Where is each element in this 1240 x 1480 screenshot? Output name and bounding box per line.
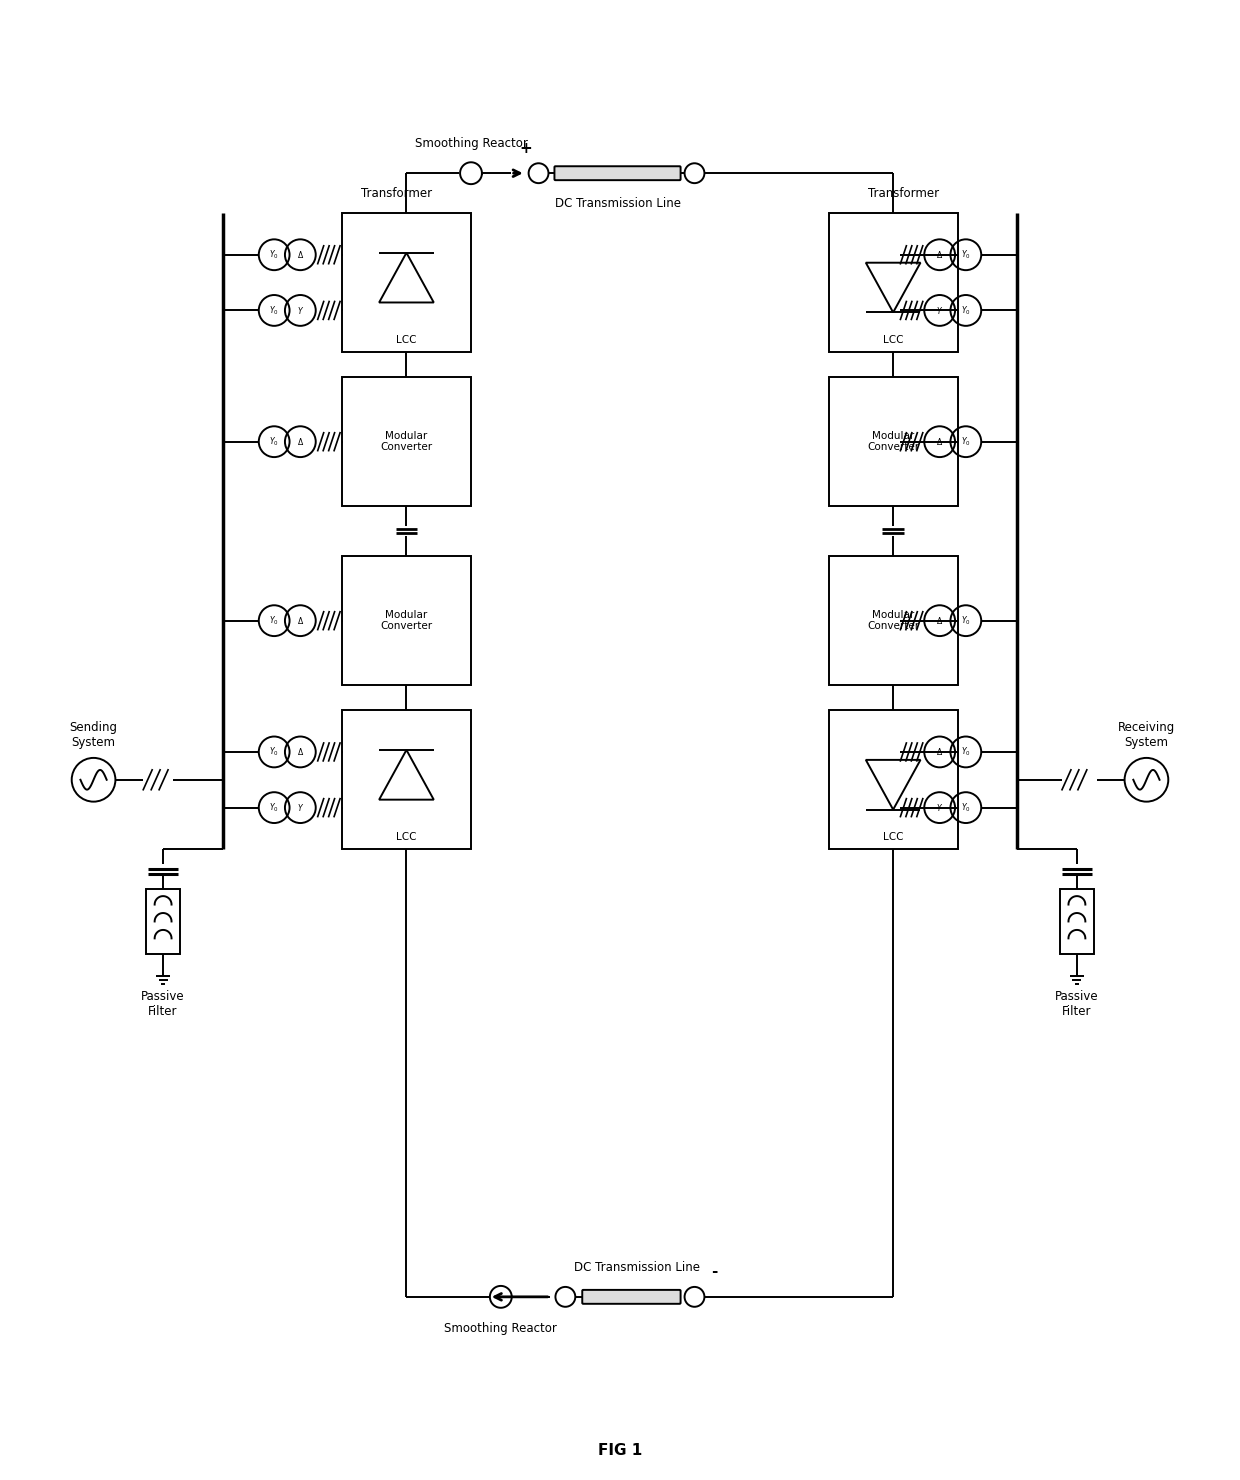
Text: Smoothing Reactor: Smoothing Reactor [414,136,527,149]
Text: Modular
Converter: Modular Converter [867,431,919,453]
FancyBboxPatch shape [554,166,681,181]
Text: Modular
Converter: Modular Converter [381,610,433,632]
Text: -: - [712,1264,718,1280]
Text: Modular
Converter: Modular Converter [381,431,433,453]
Text: $\Delta$: $\Delta$ [936,616,944,626]
Text: $Y$: $Y$ [296,305,304,315]
Text: $Y_0$: $Y_0$ [961,801,971,814]
Bar [828,710,957,850]
Text: $\Delta$: $\Delta$ [296,437,304,447]
Bar [1059,889,1094,953]
Bar [828,556,957,685]
Text: Sending
System: Sending System [69,721,118,749]
Text: $Y_0$: $Y_0$ [269,801,279,814]
Text: Receiving
System: Receiving System [1117,721,1176,749]
Text: Modular
Converter: Modular Converter [867,610,919,632]
Text: $Y_0$: $Y_0$ [269,614,279,628]
Text: Transformer: Transformer [361,186,432,200]
Text: FIG 1: FIG 1 [598,1443,642,1458]
Text: Passive
Filter: Passive Filter [141,990,185,1018]
Text: $\Delta$: $\Delta$ [936,437,944,447]
FancyBboxPatch shape [583,1291,681,1304]
Text: $Y_0$: $Y_0$ [961,746,971,758]
Text: $Y_0$: $Y_0$ [269,305,279,317]
Text: $\Delta$: $\Delta$ [296,616,304,626]
Text: $\Delta$: $\Delta$ [936,249,944,260]
Text: Passive
Filter: Passive Filter [1055,990,1099,1018]
Text: DC Transmission Line: DC Transmission Line [554,197,681,210]
Text: +: + [520,141,532,155]
Bar [342,377,471,506]
Text: DC Transmission Line: DC Transmission Line [574,1261,701,1273]
Text: $Y$: $Y$ [296,802,304,813]
Bar [828,377,957,506]
Text: LCC: LCC [883,336,904,345]
Text: $Y_0$: $Y_0$ [269,746,279,758]
Text: $\Delta$: $\Delta$ [296,249,304,260]
Text: $\Delta$: $\Delta$ [936,746,944,758]
Text: $Y_0$: $Y_0$ [269,435,279,448]
Bar [146,889,181,953]
Text: $Y_0$: $Y_0$ [961,435,971,448]
Text: $Y_0$: $Y_0$ [961,614,971,628]
Text: $Y_0$: $Y_0$ [961,305,971,317]
Text: $Y$: $Y$ [936,802,944,813]
Text: $Y_0$: $Y_0$ [269,249,279,260]
Text: LCC: LCC [397,336,417,345]
Bar [342,556,471,685]
Text: $\Delta$: $\Delta$ [296,746,304,758]
Text: $Y$: $Y$ [936,305,944,315]
Bar [342,213,471,352]
Text: Smoothing Reactor: Smoothing Reactor [444,1322,557,1335]
Text: LCC: LCC [883,832,904,842]
Bar [342,710,471,850]
Text: $Y_0$: $Y_0$ [961,249,971,260]
Bar [828,213,957,352]
Text: LCC: LCC [397,832,417,842]
Text: Transformer: Transformer [868,186,939,200]
